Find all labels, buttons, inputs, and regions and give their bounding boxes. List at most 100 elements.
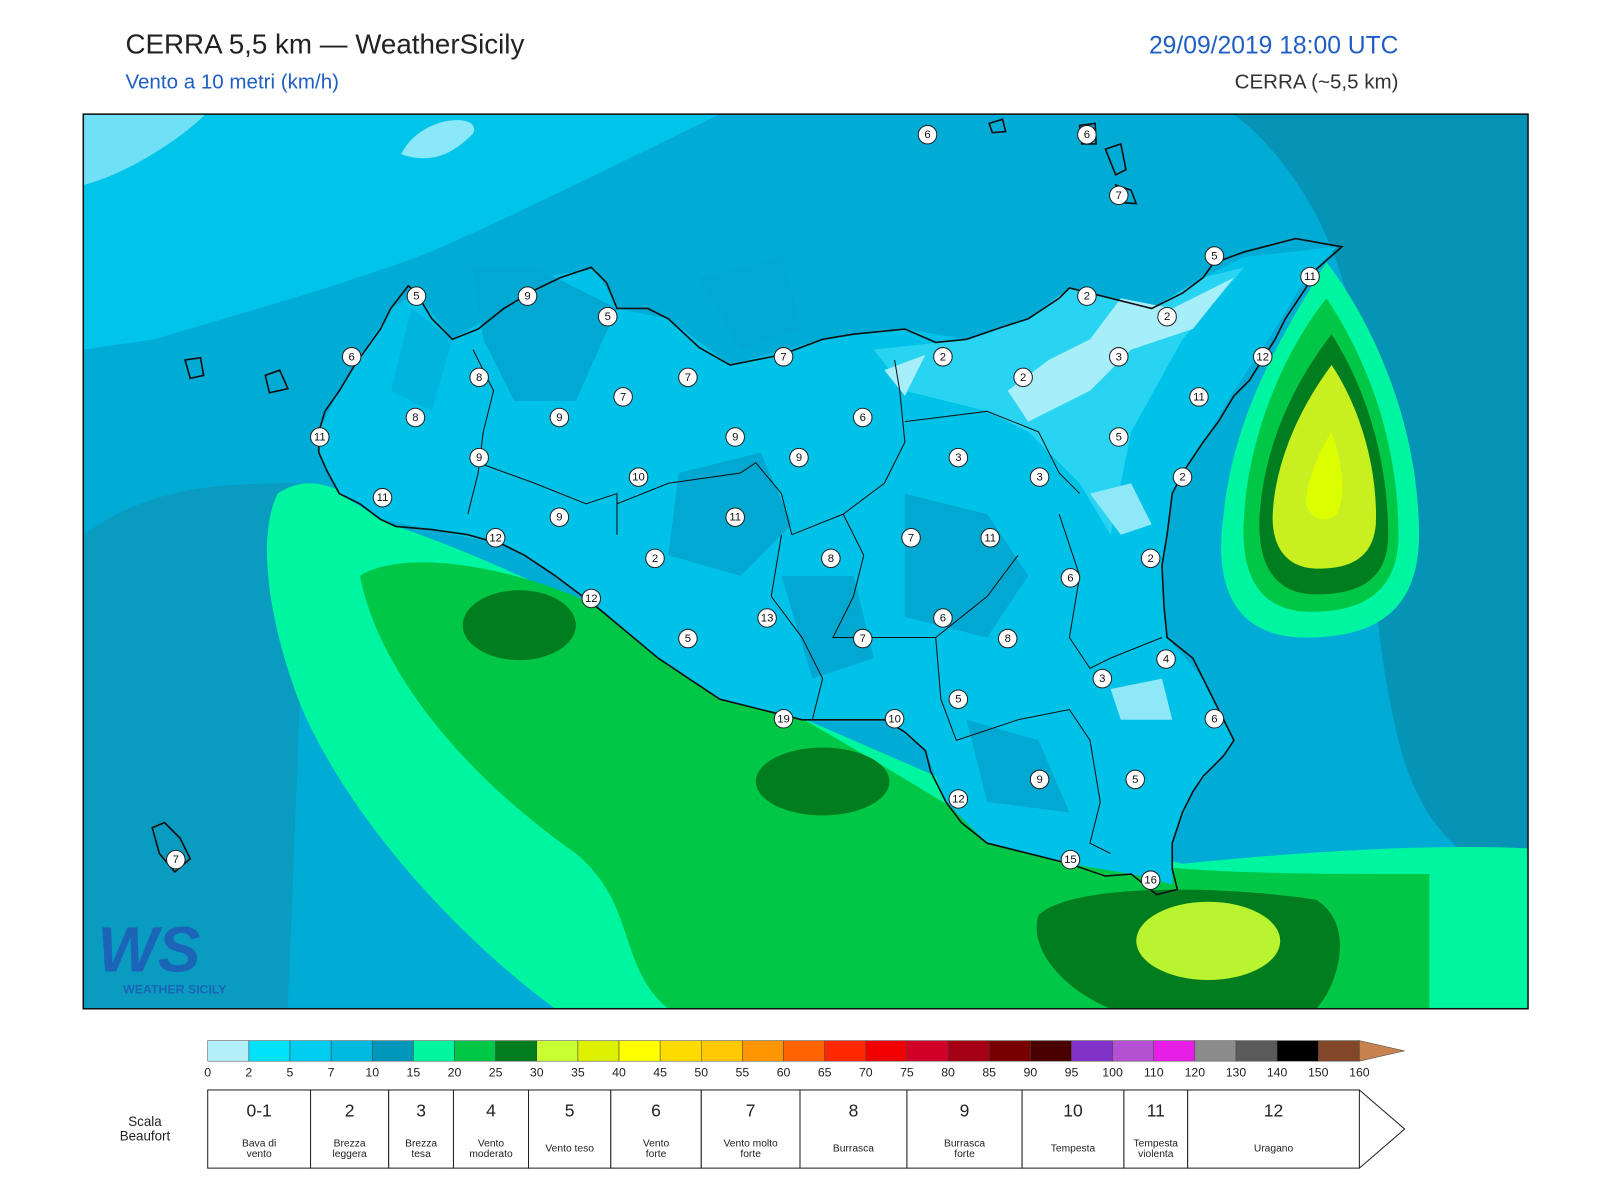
colorbar-tick-label: 70 <box>859 1066 873 1080</box>
station-value: 2 <box>1179 472 1185 484</box>
station-value: 8 <box>828 553 834 565</box>
colorbar-tick-label: 5 <box>287 1066 294 1080</box>
beaufort-force: 2 <box>345 1101 355 1121</box>
station: 9 <box>725 427 745 447</box>
colorbar-tick-label: 55 <box>736 1066 750 1080</box>
beaufort-arrow <box>1359 1089 1406 1169</box>
station-marker <box>1077 286 1097 306</box>
station-value: 3 <box>1116 351 1122 363</box>
beaufort-label: violenta <box>1138 1149 1174 1160</box>
colorbar-tick-label: 90 <box>1023 1066 1037 1080</box>
station: 7 <box>901 528 921 548</box>
station: 11 <box>1300 266 1320 287</box>
station-value: 9 <box>1036 774 1042 786</box>
station-marker <box>469 447 489 468</box>
station: 7 <box>852 628 873 649</box>
color-swatch <box>1030 1040 1072 1062</box>
beaufort-label: moderato <box>469 1149 513 1160</box>
color-swatch <box>495 1040 538 1062</box>
beaufort-label: Vento teso <box>545 1144 594 1155</box>
beaufort-label: Brezza <box>405 1139 437 1150</box>
station-value: 11 <box>729 512 741 524</box>
station-value: 2 <box>1084 291 1090 303</box>
station-marker <box>773 347 794 367</box>
color-swatch <box>1112 1040 1154 1062</box>
station-marker <box>917 124 938 145</box>
station: 5 <box>1108 427 1129 447</box>
station-marker <box>678 367 698 388</box>
color-swatch <box>1317 1040 1360 1062</box>
station: 2 <box>1157 306 1177 327</box>
station: 6 <box>852 407 873 428</box>
station: 12 <box>1252 347 1273 367</box>
station-marker <box>933 608 953 628</box>
colorbar-tick-label: 140 <box>1267 1066 1288 1080</box>
color-arrow <box>1359 1040 1405 1062</box>
station: 7 <box>678 367 698 388</box>
beaufort-force: 8 <box>849 1101 859 1121</box>
station: 15 <box>1060 849 1081 870</box>
station-value: 7 <box>173 854 179 866</box>
beaufort-box <box>528 1089 612 1169</box>
station: 5 <box>1125 769 1145 790</box>
station: 5 <box>678 628 698 649</box>
station-marker <box>1157 306 1177 327</box>
station: 16 <box>1140 870 1161 890</box>
station-marker <box>997 628 1018 649</box>
station-value: 11 <box>314 432 326 444</box>
station-value: 5 <box>605 311 611 323</box>
station-value: 9 <box>796 452 802 464</box>
station-value: 8 <box>1005 633 1011 645</box>
station-marker <box>948 447 969 468</box>
colorbar-tick-label: 160 <box>1349 1066 1370 1080</box>
station: 2 <box>645 548 665 569</box>
station-value: 12 <box>489 532 502 544</box>
station-value: 6 <box>940 613 946 625</box>
station: 4 <box>1156 649 1176 669</box>
station-marker <box>405 407 426 428</box>
station-value: 7 <box>1116 190 1122 202</box>
colorbar-tick-label: 35 <box>571 1066 585 1080</box>
beaufort-box <box>388 1089 454 1169</box>
beaufort-label: Tempesta <box>1134 1139 1179 1150</box>
station-marker <box>1172 467 1193 487</box>
station: 11 <box>980 528 1000 548</box>
station: 9 <box>517 286 538 306</box>
beaufort-box <box>1021 1089 1125 1169</box>
station: 9 <box>469 447 489 468</box>
beaufort-label: tesa <box>411 1149 431 1160</box>
colorbar-tick-label: 65 <box>818 1066 832 1080</box>
colorbar-tick-label: 0 <box>204 1066 211 1080</box>
station-value: 16 <box>1144 875 1157 887</box>
station-marker <box>581 588 602 609</box>
station-value: 8 <box>412 412 418 424</box>
wind-field <box>83 114 1529 1009</box>
station-marker <box>1189 387 1209 407</box>
station-value: 6 <box>860 412 866 424</box>
station-labels: 6 6 7 5 11 5 9 5 2 2 6 7 2 3 12 8 7 2 7 11 8 9 6 11 9 5 9 9 3 10 3 2 11 9… <box>166 124 1320 890</box>
color-swatch <box>577 1040 620 1062</box>
coastlines <box>151 118 1344 896</box>
beaufort-box <box>310 1089 390 1169</box>
colorbar-tick-label: 75 <box>900 1066 914 1080</box>
station: 6 <box>933 608 953 628</box>
colorbar-tick-label: 110 <box>1144 1066 1164 1080</box>
station-marker <box>1108 347 1129 367</box>
station-marker <box>678 628 698 649</box>
logo-text: WEATHER SICILY <box>123 982 227 996</box>
color-swatch <box>783 1040 825 1062</box>
station: 8 <box>405 407 426 428</box>
beaufort-force: 9 <box>960 1101 970 1121</box>
map-frame <box>82 113 1529 1010</box>
station-marker <box>517 286 538 306</box>
station-marker <box>1252 347 1273 367</box>
station: 8 <box>469 367 489 388</box>
station-value: 12 <box>585 593 598 605</box>
station-marker <box>1060 568 1081 588</box>
beaufort-label: Brezza <box>334 1139 366 1150</box>
station-value: 6 <box>349 351 355 363</box>
colorbar-tick-label: 130 <box>1226 1066 1247 1080</box>
station: 12 <box>581 588 602 609</box>
